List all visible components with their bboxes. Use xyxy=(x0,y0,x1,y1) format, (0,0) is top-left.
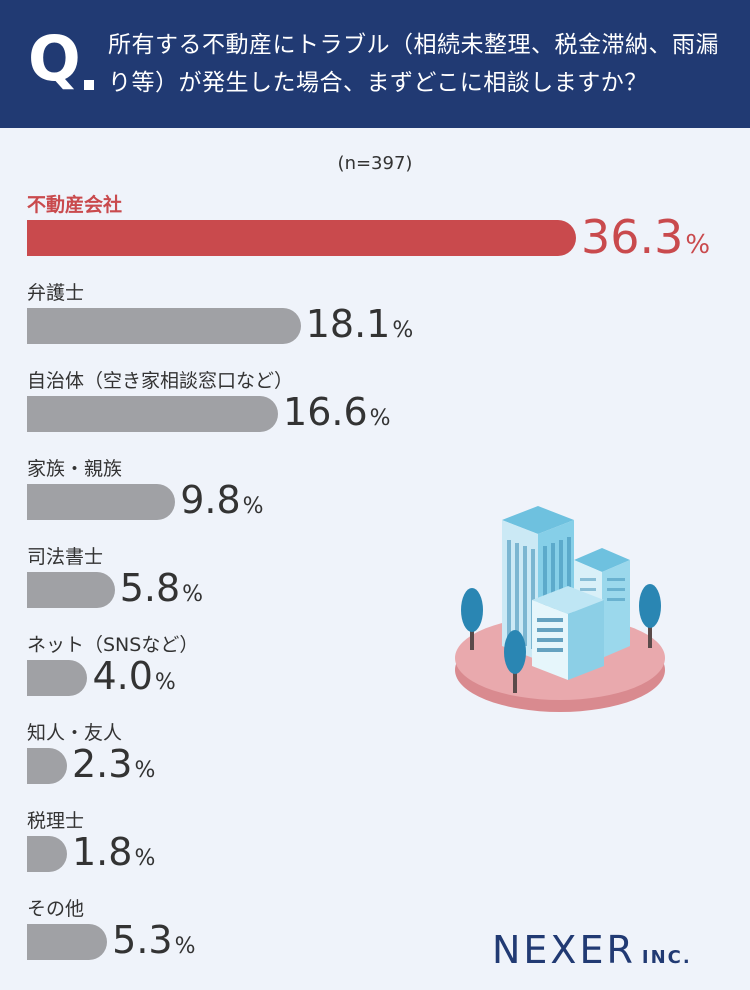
nexer-logo: NEXER INC. xyxy=(492,928,692,972)
value-label: 9.8% xyxy=(180,478,264,522)
category-label: 司法書士 xyxy=(27,546,104,568)
category-label: その他 xyxy=(27,898,85,920)
value-label: 5.3% xyxy=(112,918,196,962)
bar xyxy=(27,660,88,696)
category-label: 不動産会社 xyxy=(27,194,123,216)
category-label: ネット（SNSなど） xyxy=(27,634,199,656)
value-label: 18.1% xyxy=(305,302,414,346)
category-label: 税理士 xyxy=(27,810,85,832)
bar xyxy=(27,572,115,608)
value-label: 2.3% xyxy=(72,742,156,786)
bar xyxy=(27,748,67,784)
value-label: 36.3% xyxy=(581,210,711,264)
question-header: Q 所有する不動産にトラブル（相続未整理、税金滞納、雨漏り等）が発生した場合、ま… xyxy=(0,0,750,128)
sample-size: (n=397) xyxy=(337,153,413,174)
bar xyxy=(27,836,67,872)
value-label: 16.6% xyxy=(283,390,391,434)
value-label: 5.8% xyxy=(119,566,204,610)
value-label: 1.8% xyxy=(72,830,156,874)
bar xyxy=(27,484,176,520)
category-label: 自治体（空き家相談窓口など） xyxy=(27,370,294,392)
category-label: 弁護士 xyxy=(27,282,85,304)
category-label: 知人・友人 xyxy=(27,722,123,744)
value-label: 4.0% xyxy=(92,654,176,698)
city-buildings-illustration xyxy=(455,506,665,712)
bar xyxy=(27,308,301,344)
q-mark: Q xyxy=(28,22,81,95)
question-text: 所有する不動産にトラブル（相続未整理、税金滞納、雨漏り等）が発生した場合、まずど… xyxy=(108,32,719,96)
bar xyxy=(27,220,576,256)
q-dot xyxy=(84,80,94,90)
bar xyxy=(27,924,108,960)
category-label: 家族・親族 xyxy=(27,458,123,480)
bar xyxy=(27,396,279,432)
